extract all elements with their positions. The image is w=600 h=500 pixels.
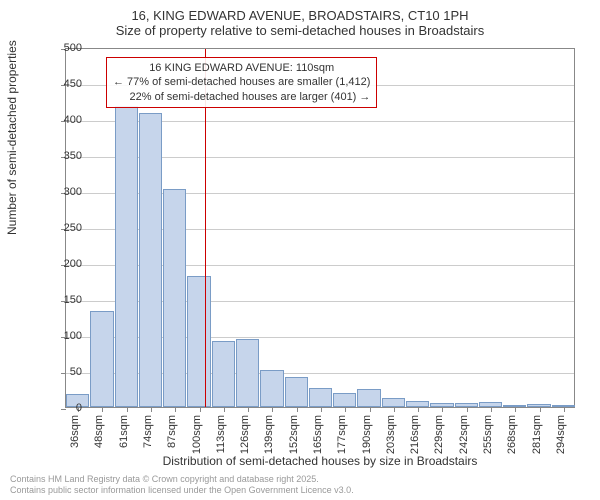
histogram-bar xyxy=(260,370,283,407)
x-tick-mark xyxy=(321,407,322,412)
x-tick-label: 242sqm xyxy=(458,415,470,454)
x-tick-label: 36sqm xyxy=(69,415,81,448)
annotation-line-2: ← 77% of semi-detached houses are smalle… xyxy=(113,75,370,89)
x-tick-mark xyxy=(175,407,176,412)
y-tick-label: 500 xyxy=(42,42,82,54)
histogram-bar xyxy=(333,393,356,407)
x-tick-label: 48sqm xyxy=(93,415,105,448)
x-tick-mark xyxy=(564,407,565,412)
y-tick-label: 200 xyxy=(42,258,82,270)
x-tick-mark xyxy=(515,407,516,412)
x-tick-label: 294sqm xyxy=(555,415,567,454)
x-tick-mark xyxy=(540,407,541,412)
x-tick-label: 113sqm xyxy=(215,415,227,453)
x-tick-mark xyxy=(297,407,298,412)
histogram-bar xyxy=(212,341,235,407)
y-tick-label: 0 xyxy=(42,402,82,414)
histogram-bar xyxy=(357,389,380,407)
annotation-box: 16 KING EDWARD AVENUE: 110sqm← 77% of se… xyxy=(106,57,377,108)
x-tick-mark xyxy=(248,407,249,412)
y-tick-label: 300 xyxy=(42,186,82,198)
page-title: 16, KING EDWARD AVENUE, BROADSTAIRS, CT1… xyxy=(0,8,600,23)
footer-line-2: Contains public sector information licen… xyxy=(10,485,354,496)
x-tick-mark xyxy=(442,407,443,412)
x-tick-mark xyxy=(370,407,371,412)
annotation-line-1: 16 KING EDWARD AVENUE: 110sqm xyxy=(113,61,370,75)
histogram-bar xyxy=(139,113,162,407)
x-tick-label: 100sqm xyxy=(191,415,203,454)
x-tick-label: 165sqm xyxy=(312,415,324,454)
y-tick-label: 450 xyxy=(42,78,82,90)
page-subtitle: Size of property relative to semi-detach… xyxy=(0,23,600,38)
x-tick-mark xyxy=(491,407,492,412)
footer-attribution: Contains HM Land Registry data © Crown c… xyxy=(10,474,354,496)
x-tick-label: 87sqm xyxy=(166,415,178,448)
x-tick-label: 281sqm xyxy=(531,415,543,454)
y-tick-label: 150 xyxy=(42,294,82,306)
x-tick-mark xyxy=(102,407,103,412)
x-tick-label: 74sqm xyxy=(142,415,154,448)
x-tick-mark xyxy=(394,407,395,412)
x-tick-label: 139sqm xyxy=(263,415,275,454)
histogram-bar xyxy=(285,377,308,407)
y-tick-label: 50 xyxy=(42,366,82,378)
x-tick-mark xyxy=(224,407,225,412)
chart-area: 36sqm48sqm61sqm74sqm87sqm100sqm113sqm126… xyxy=(65,48,575,408)
x-tick-label: 61sqm xyxy=(118,415,130,448)
y-tick-label: 100 xyxy=(42,330,82,342)
x-tick-mark xyxy=(418,407,419,412)
x-tick-mark xyxy=(200,407,201,412)
histogram-bar xyxy=(187,276,210,407)
annotation-line-3: 22% of semi-detached houses are larger (… xyxy=(113,90,370,104)
x-tick-label: 203sqm xyxy=(385,415,397,454)
x-tick-label: 268sqm xyxy=(506,415,518,454)
y-tick-label: 400 xyxy=(42,114,82,126)
x-tick-label: 216sqm xyxy=(409,415,421,454)
y-tick-label: 250 xyxy=(42,222,82,234)
histogram-bar xyxy=(90,311,113,407)
footer-line-1: Contains HM Land Registry data © Crown c… xyxy=(10,474,354,485)
x-tick-mark xyxy=(272,407,273,412)
x-axis-label: Distribution of semi-detached houses by … xyxy=(65,454,575,468)
x-tick-label: 229sqm xyxy=(433,415,445,454)
x-tick-mark xyxy=(151,407,152,412)
x-tick-label: 177sqm xyxy=(336,415,348,454)
y-tick-label: 350 xyxy=(42,150,82,162)
histogram-bar xyxy=(115,106,138,407)
histogram-bar xyxy=(163,189,186,407)
x-tick-mark xyxy=(345,407,346,412)
histogram-bar xyxy=(236,339,259,407)
x-tick-mark xyxy=(127,407,128,412)
x-tick-label: 190sqm xyxy=(361,415,373,454)
histogram-bar xyxy=(382,398,405,407)
x-tick-label: 126sqm xyxy=(239,415,251,454)
plot-area: 36sqm48sqm61sqm74sqm87sqm100sqm113sqm126… xyxy=(65,48,575,408)
x-tick-label: 152sqm xyxy=(288,415,300,454)
x-tick-label: 255sqm xyxy=(482,415,494,454)
histogram-bar xyxy=(309,388,332,407)
y-axis-label: Number of semi-detached properties xyxy=(5,40,19,235)
x-tick-mark xyxy=(467,407,468,412)
